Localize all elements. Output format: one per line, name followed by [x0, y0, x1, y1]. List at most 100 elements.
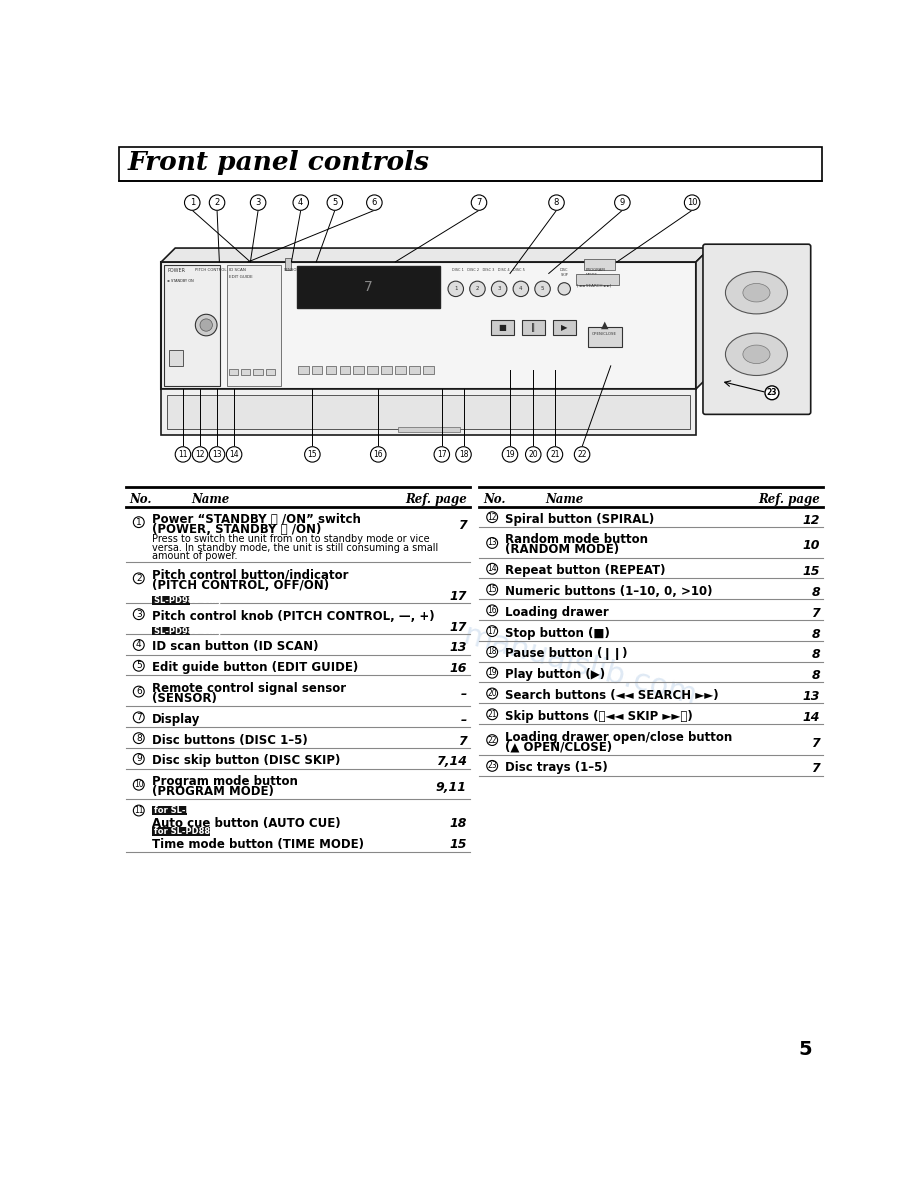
- Text: ID scan button (ID SCAN): ID scan button (ID SCAN): [152, 640, 319, 653]
- Bar: [326, 366, 336, 373]
- Bar: [162, 388, 696, 435]
- Text: Random mode button: Random mode button: [505, 533, 648, 546]
- Text: ▲: ▲: [600, 320, 609, 329]
- Text: 7: 7: [458, 734, 466, 747]
- Text: (PITCH CONTROL, OFF/ON): (PITCH CONTROL, OFF/ON): [152, 579, 329, 592]
- Text: for SL-PD888/SL-PD788: for SL-PD888/SL-PD788: [154, 827, 264, 836]
- Ellipse shape: [725, 333, 788, 375]
- Circle shape: [491, 282, 507, 297]
- Text: SL-PD988 only: SL-PD988 only: [154, 596, 223, 605]
- Ellipse shape: [743, 345, 770, 364]
- Text: 1: 1: [454, 286, 457, 291]
- Text: |◄◄ SEARCH ►►|: |◄◄ SEARCH ►►|: [577, 284, 611, 287]
- Text: 7: 7: [458, 519, 466, 532]
- Bar: [397, 428, 460, 432]
- Circle shape: [487, 537, 498, 549]
- Circle shape: [487, 563, 498, 574]
- Text: amount of power.: amount of power.: [152, 551, 238, 561]
- Text: 2: 2: [215, 198, 219, 207]
- Bar: [152, 807, 187, 815]
- Text: 12: 12: [487, 513, 497, 522]
- Text: Repeat button (REPEAT): Repeat button (REPEAT): [505, 564, 666, 577]
- Text: 12: 12: [196, 450, 205, 459]
- Circle shape: [434, 447, 450, 462]
- Circle shape: [196, 315, 217, 336]
- Text: 16: 16: [449, 662, 466, 675]
- Bar: [253, 369, 263, 375]
- Text: 11: 11: [178, 450, 187, 459]
- Circle shape: [471, 195, 487, 210]
- Circle shape: [487, 668, 498, 678]
- Circle shape: [549, 195, 565, 210]
- Text: (▲ OPEN/CLOSE): (▲ OPEN/CLOSE): [505, 740, 612, 753]
- Text: 1: 1: [136, 518, 141, 526]
- Bar: [553, 320, 576, 335]
- Bar: [521, 320, 545, 335]
- Bar: [340, 366, 351, 373]
- Text: (PROGRAM MODE): (PROGRAM MODE): [152, 785, 274, 798]
- Text: 5: 5: [541, 286, 544, 291]
- Text: 14: 14: [487, 564, 497, 574]
- Circle shape: [615, 195, 630, 210]
- Text: 8: 8: [812, 649, 820, 662]
- Text: Ref. page: Ref. page: [758, 493, 820, 506]
- Circle shape: [448, 282, 464, 297]
- Bar: [119, 147, 822, 181]
- Text: POWER: POWER: [167, 268, 185, 273]
- Text: 3: 3: [136, 609, 141, 619]
- Text: 7: 7: [812, 737, 820, 750]
- Text: Name: Name: [192, 493, 230, 506]
- Circle shape: [227, 447, 241, 462]
- Text: PROGRAM
MODE: PROGRAM MODE: [585, 268, 605, 277]
- Circle shape: [133, 517, 144, 527]
- Circle shape: [209, 447, 225, 462]
- Circle shape: [293, 195, 308, 210]
- Text: 15: 15: [308, 450, 318, 459]
- Circle shape: [535, 282, 550, 297]
- Text: 3: 3: [498, 286, 501, 291]
- Circle shape: [133, 805, 144, 816]
- Text: DISC 1   DISC 2   DISC 3   DISC 4   DISC 5: DISC 1 DISC 2 DISC 3 DISC 4 DISC 5: [452, 268, 525, 272]
- Text: 17: 17: [449, 620, 466, 633]
- Ellipse shape: [725, 272, 788, 314]
- Text: 4: 4: [298, 198, 303, 207]
- Text: Play button (▶): Play button (▶): [505, 668, 606, 681]
- Circle shape: [765, 386, 779, 399]
- Bar: [164, 265, 220, 386]
- Bar: [162, 261, 696, 388]
- Bar: [584, 259, 615, 270]
- Polygon shape: [696, 248, 710, 388]
- Bar: [266, 369, 275, 375]
- Bar: [167, 396, 689, 429]
- Text: 7: 7: [812, 763, 820, 776]
- Bar: [423, 366, 434, 373]
- Text: 10: 10: [134, 781, 143, 789]
- Text: 7: 7: [476, 198, 482, 207]
- Text: (RANDOM MODE): (RANDOM MODE): [505, 543, 620, 556]
- Text: 22: 22: [577, 450, 587, 459]
- Circle shape: [371, 447, 386, 462]
- Circle shape: [327, 195, 342, 210]
- Circle shape: [209, 195, 225, 210]
- Text: 12: 12: [802, 513, 820, 526]
- Text: Numeric buttons (1–10, 0, >10): Numeric buttons (1–10, 0, >10): [505, 584, 713, 598]
- Circle shape: [305, 447, 320, 462]
- Circle shape: [502, 447, 518, 462]
- Circle shape: [513, 282, 529, 297]
- Text: 22: 22: [487, 735, 497, 745]
- Text: OPEN/CLOSE: OPEN/CLOSE: [592, 333, 617, 336]
- Text: 23: 23: [767, 388, 778, 397]
- Text: 14: 14: [230, 450, 239, 459]
- Text: Spiral button (SPIRAL): Spiral button (SPIRAL): [505, 513, 655, 525]
- Circle shape: [487, 605, 498, 615]
- Ellipse shape: [743, 284, 770, 302]
- Text: 7: 7: [136, 713, 141, 722]
- Text: 8: 8: [136, 734, 141, 742]
- Text: 10: 10: [802, 539, 820, 552]
- Text: 13: 13: [212, 450, 222, 459]
- Circle shape: [487, 688, 498, 699]
- Circle shape: [200, 318, 212, 331]
- Circle shape: [487, 512, 498, 523]
- Text: Press to switch the unit from on to standby mode or vice: Press to switch the unit from on to stan…: [152, 535, 430, 544]
- Text: Program mode button: Program mode button: [152, 776, 297, 788]
